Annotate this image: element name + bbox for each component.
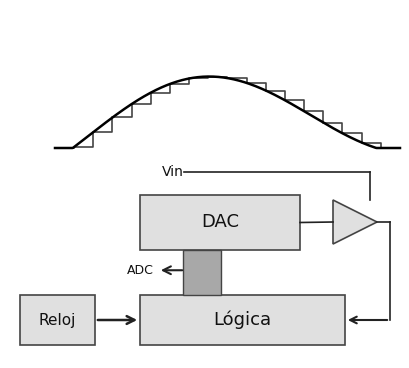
Text: Reloj: Reloj (39, 312, 76, 328)
Text: DAC: DAC (200, 213, 238, 231)
Polygon shape (332, 200, 376, 244)
Bar (139, 195, 299, 250)
Bar (139, 295, 344, 345)
Bar (20, 295, 95, 345)
Bar (182, 250, 220, 295)
Text: Vin: Vin (162, 165, 183, 179)
Text: Lógica: Lógica (213, 311, 271, 329)
Text: ADC: ADC (127, 264, 154, 277)
